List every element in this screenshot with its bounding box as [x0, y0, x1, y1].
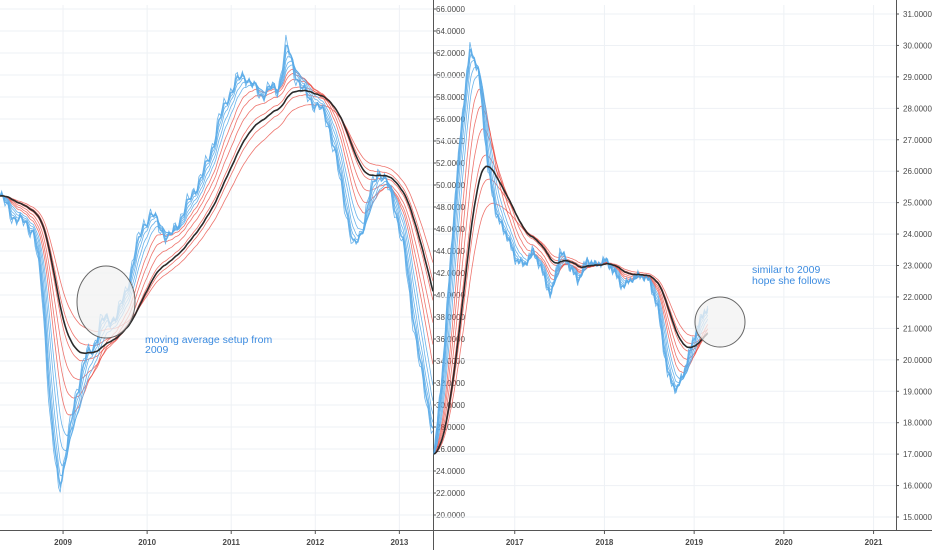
y-tick-label: 18.0000: [903, 419, 932, 428]
y-tick-label: 40.0000: [436, 291, 465, 300]
x-tick-label: 2020: [775, 538, 793, 547]
y-tick-label: 28.0000: [903, 104, 932, 113]
y-tick-label: 54.0000: [436, 137, 465, 146]
y-tick-label: 20.0000: [436, 511, 465, 520]
x-tick-label: 2017: [506, 538, 524, 547]
red-ma-line: [0, 79, 434, 381]
blue-ma-line: [0, 50, 434, 477]
red-ma-line: [0, 94, 434, 347]
blue-ma-line: [0, 64, 434, 437]
x-tick-label: 2012: [306, 538, 324, 547]
red-ma-line: [0, 73, 434, 399]
y-tick-label: 24.0000: [903, 230, 932, 239]
y-tick-label: 19.0000: [903, 387, 932, 396]
y-tick-label: 20.0000: [903, 356, 932, 365]
y-tick-label: 62.0000: [436, 49, 465, 58]
x-tick-label: 2018: [596, 538, 614, 547]
y-tick-label: 17.0000: [903, 450, 932, 459]
x-tick-label: 2010: [138, 538, 156, 547]
y-tick-label: 52.0000: [436, 159, 465, 168]
x-tick-label: 2011: [223, 538, 241, 547]
y-tick-label: 46.0000: [436, 225, 465, 234]
y-tick-label: 22.0000: [903, 293, 932, 302]
black-ma-line: [0, 89, 434, 355]
y-tick-label: 22.0000: [436, 489, 465, 498]
y-tick-label: 16.0000: [903, 482, 932, 491]
blue-ma-line: [0, 56, 434, 467]
x-tick-label: 2019: [685, 538, 703, 547]
blue-ma-line: [433, 74, 708, 455]
left-grid: [0, 5, 433, 530]
y-tick-label: 60.0000: [436, 71, 465, 80]
y-tick-label: 21.0000: [903, 324, 932, 333]
annotation-2019-line2: hope she follows: [752, 275, 830, 287]
right-ribbon: [433, 42, 709, 455]
y-tick-label: 15.0000: [903, 513, 932, 522]
y-tick-label: 28.0000: [436, 423, 465, 432]
y-tick-label: 24.0000: [436, 467, 465, 476]
y-tick-label: 26.0000: [436, 445, 465, 454]
y-tick-label: 27.0000: [903, 136, 932, 145]
red-ma-line: [0, 104, 434, 333]
y-tick-label: 58.0000: [436, 93, 465, 102]
y-tick-label: 30.0000: [903, 41, 932, 50]
y-tick-label: 31.0000: [903, 10, 932, 19]
annotation-2009-line2: 2009: [145, 344, 169, 356]
y-tick-label: 30.0000: [436, 401, 465, 410]
x-tick-label: 2021: [865, 538, 883, 547]
y-tick-label: 48.0000: [436, 203, 465, 212]
left-ribbon: [0, 34, 434, 493]
annotation-circle-2019: [694, 296, 746, 348]
annotation-circle-2009: [76, 265, 136, 339]
black-ma-line: [433, 165, 709, 455]
blue-ma-line: [433, 48, 709, 455]
x-tick-label: 2009: [54, 538, 72, 547]
y-tick-label: 32.0000: [436, 379, 465, 388]
annotation-2009-line1: moving average setup from: [145, 334, 272, 346]
annotation-2019-line1: similar to 2009: [752, 264, 820, 276]
left-panel: 20.0000 22.0000 24.0000 26.0000 28.0000 30.00…: [0, 5, 465, 547]
red-ma-line: [0, 86, 434, 362]
blue-ma-line: [0, 60, 434, 452]
y-tick-label: 66.0000: [436, 5, 465, 14]
y-tick-label: 38.0000: [436, 313, 465, 322]
y-tick-label: 29.0000: [903, 73, 932, 82]
y-tick-label: 26.0000: [903, 167, 932, 176]
y-tick-label: 64.0000: [436, 27, 465, 36]
blue-ma-line: [433, 53, 708, 455]
right-grid: [434, 5, 896, 530]
y-tick-label: 25.0000: [903, 199, 932, 208]
red-ma-line: [433, 202, 708, 455]
y-tick-label: 23.0000: [903, 262, 932, 271]
y-tick-label: 56.0000: [436, 115, 465, 124]
y-tick-label: 50.0000: [436, 181, 465, 190]
x-tick-label: 2013: [390, 538, 408, 547]
